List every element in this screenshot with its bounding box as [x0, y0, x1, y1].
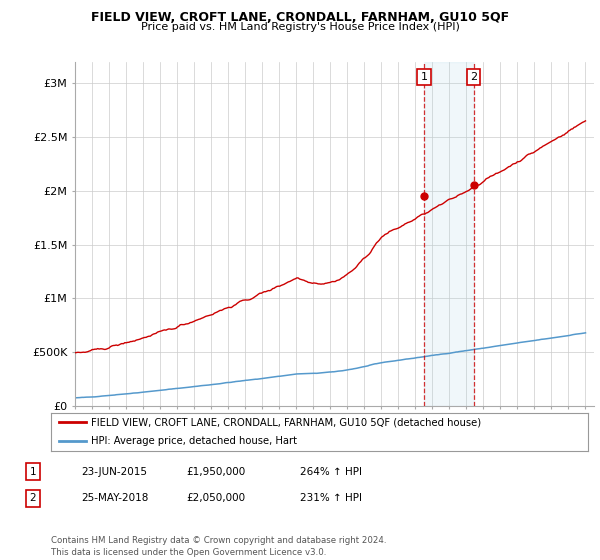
Text: 231% ↑ HPI: 231% ↑ HPI: [300, 493, 362, 503]
Text: £1,950,000: £1,950,000: [186, 466, 245, 477]
Text: HPI: Average price, detached house, Hart: HPI: Average price, detached house, Hart: [91, 436, 297, 446]
Text: 25-MAY-2018: 25-MAY-2018: [81, 493, 148, 503]
Text: 1: 1: [29, 466, 37, 477]
Text: 2: 2: [470, 72, 477, 82]
Text: 264% ↑ HPI: 264% ↑ HPI: [300, 466, 362, 477]
Text: 1: 1: [421, 72, 427, 82]
Bar: [424, 62, 473, 406]
Text: Price paid vs. HM Land Registry's House Price Index (HPI): Price paid vs. HM Land Registry's House …: [140, 22, 460, 32]
Text: 23-JUN-2015: 23-JUN-2015: [81, 466, 147, 477]
Text: 2: 2: [29, 493, 37, 503]
Text: FIELD VIEW, CROFT LANE, CRONDALL, FARNHAM, GU10 5QF (detached house): FIELD VIEW, CROFT LANE, CRONDALL, FARNHA…: [91, 417, 481, 427]
Text: Contains HM Land Registry data © Crown copyright and database right 2024.
This d: Contains HM Land Registry data © Crown c…: [51, 536, 386, 557]
Text: £2,050,000: £2,050,000: [186, 493, 245, 503]
Text: FIELD VIEW, CROFT LANE, CRONDALL, FARNHAM, GU10 5QF: FIELD VIEW, CROFT LANE, CRONDALL, FARNHA…: [91, 11, 509, 24]
